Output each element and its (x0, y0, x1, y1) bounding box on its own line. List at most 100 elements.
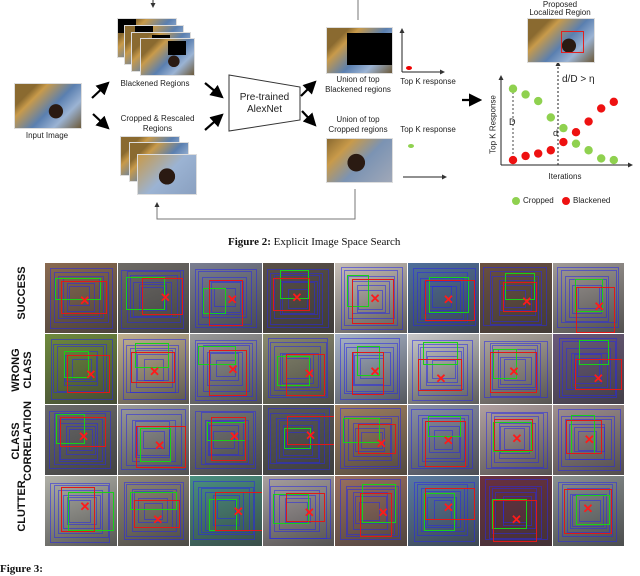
blue-box (353, 422, 392, 458)
blue-box (270, 486, 327, 539)
scatter-points (508, 84, 618, 165)
blue-box (193, 481, 256, 541)
green-box (67, 491, 114, 531)
blue-box (483, 267, 547, 327)
example-image: ✕ (190, 263, 262, 333)
cropped-point (559, 123, 568, 133)
row-label-line: CLUTTER (16, 479, 28, 532)
blue-box (489, 485, 543, 539)
red-box (210, 417, 246, 461)
red-box (60, 416, 106, 448)
blue-box (559, 338, 618, 399)
example-image: ✕ (480, 263, 552, 333)
blue-box (498, 423, 537, 459)
blue-box (274, 490, 320, 533)
union-crop-label-2: Cropped regions (328, 125, 388, 134)
example-image: ✕ (190, 405, 262, 475)
blue-box (278, 420, 319, 460)
example-image: ✕ (190, 334, 262, 404)
blue-box (282, 282, 315, 314)
caption-text: Explicit Image Space Search (270, 236, 401, 248)
blue-box (69, 429, 93, 452)
blue-box (267, 337, 329, 399)
blue-box (485, 411, 549, 469)
blue-box (71, 359, 93, 380)
red-x-icon: ✕ (583, 432, 595, 448)
proposed-label-2: Localized Region (529, 8, 591, 17)
red-box (425, 488, 475, 520)
blue-box (427, 356, 458, 383)
blue-box (355, 495, 388, 525)
blue-box (504, 428, 526, 451)
blue-box (206, 351, 243, 386)
blue-box (574, 354, 602, 384)
red-box (136, 426, 187, 468)
input-image (14, 83, 82, 129)
example-image: ✕ (407, 334, 479, 404)
arrow-net-to-union-crop (301, 110, 317, 127)
example-image: ✕ (262, 476, 334, 546)
blue-box (491, 276, 540, 322)
blue-box (432, 286, 453, 308)
blue-box (339, 338, 401, 400)
example-image: ✕ (190, 476, 262, 546)
proposed-region-image (527, 18, 595, 63)
blue-box (133, 281, 173, 318)
red-x-icon: ✕ (435, 370, 447, 386)
localized-box (561, 31, 584, 53)
blue-box (286, 431, 310, 451)
cropped-label-1: Cropped & Rescaled (120, 114, 195, 123)
blue-box (278, 494, 317, 530)
example-image: ✕ (45, 476, 117, 546)
row-label-line: CLASS (22, 350, 34, 389)
blue-box (427, 496, 457, 526)
blue-box (417, 271, 469, 324)
blue-box (344, 342, 398, 394)
blue-box (50, 482, 110, 543)
arrow-net-to-union-black (300, 80, 317, 97)
input-label: Input Image (25, 131, 69, 140)
blue-box (434, 429, 453, 451)
red-x-icon: ✕ (78, 428, 89, 444)
red-box (287, 416, 334, 445)
blue-box (138, 283, 167, 312)
red-box (357, 423, 396, 454)
blackened-point (508, 155, 518, 165)
legend-blackened-label: Blackened (573, 196, 611, 205)
red-x-icon: ✕ (291, 290, 303, 306)
blue-box (339, 479, 402, 540)
row-label: CLUTTER (16, 466, 28, 546)
blackened-label: Blackened Regions (120, 79, 190, 88)
red-x-icon: ✕ (303, 366, 315, 382)
green-box (423, 492, 455, 531)
green-box (493, 349, 518, 379)
red-x-icon: ✕ (226, 291, 238, 307)
red-x-icon: ✕ (79, 293, 91, 309)
blue-box (138, 498, 168, 524)
blue-box (143, 502, 163, 520)
blue-box (489, 342, 542, 397)
green-box (64, 351, 90, 379)
red-box (565, 420, 602, 454)
blue-box (216, 360, 237, 378)
blackened-point (559, 137, 568, 147)
cropped-point (508, 84, 518, 93)
blue-box (130, 348, 177, 393)
blue-box (421, 418, 465, 463)
blue-box (270, 273, 324, 325)
blue-box (341, 266, 403, 330)
blue-box (284, 497, 312, 524)
example-image: ✕ (262, 263, 334, 333)
blue-box (483, 340, 548, 399)
arrow-to-blackened (91, 81, 110, 99)
blue-box (267, 269, 329, 329)
green-box (504, 272, 536, 300)
green-box (126, 277, 166, 311)
blue-box (126, 483, 182, 538)
blue-box (489, 270, 542, 326)
red-x-icon: ✕ (149, 363, 161, 379)
red-box (564, 488, 613, 535)
feedback-loop (154, 189, 356, 220)
blue-box (498, 280, 537, 317)
blue-box (494, 416, 539, 463)
